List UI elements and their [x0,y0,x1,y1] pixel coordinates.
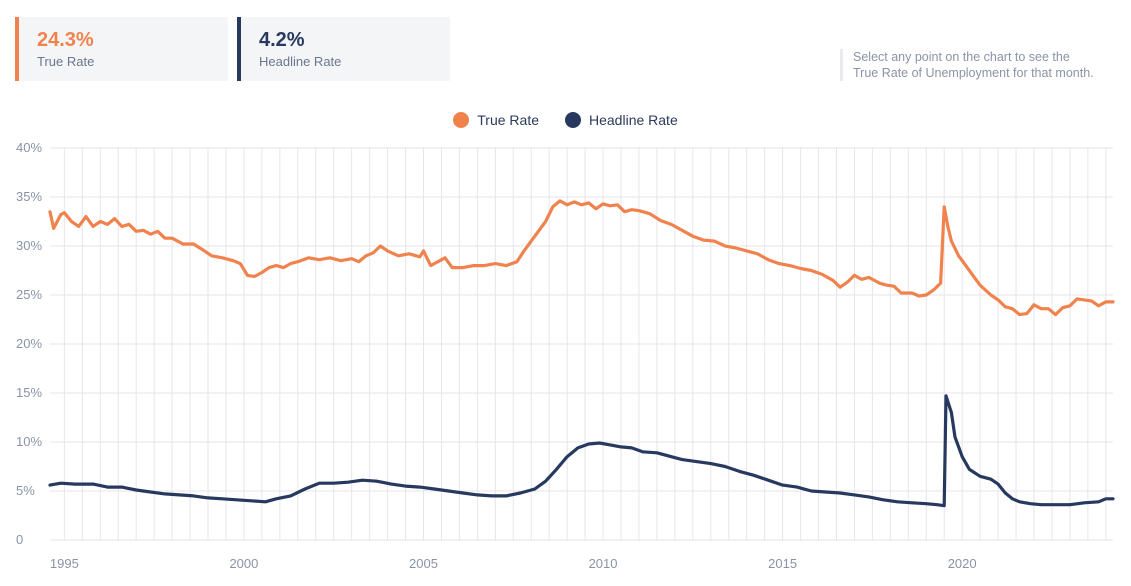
headline-rate-series-line[interactable] [48,394,1115,508]
true-rate-value: 24.3% [37,29,94,51]
chart-legend: True Rate Headline Rate [0,112,1131,128]
headline-rate-accent-bar [237,17,241,81]
chart-hint-line-1: Select any point on the chart to see the [853,50,1070,64]
legend-label-true-rate: True Rate [477,112,539,128]
true-rate-card: 24.3% True Rate [15,17,228,81]
y-tick-label: 10% [16,434,42,449]
legend-label-headline-rate: Headline Rate [589,112,678,128]
chart-hint: Select any point on the chart to see the… [840,49,1125,81]
y-tick-label: 5% [16,483,35,498]
true-rate-label: True Rate [37,54,95,69]
chart-hint-line-2: True Rate of Unemployment for that month… [853,66,1094,80]
y-tick-label: 0 [16,532,23,547]
true-rate-series-line[interactable] [48,199,1115,317]
headline-rate-value: 4.2% [259,29,305,51]
x-tick-label: 2010 [589,556,618,571]
legend-item-headline-rate[interactable]: Headline Rate [565,112,678,128]
headline-rate-dot-icon [565,112,581,128]
y-tick-label: 15% [16,385,42,400]
y-tick-label: 25% [16,287,42,302]
y-tick-label: 20% [16,336,42,351]
true-rate-dot-icon [453,112,470,128]
y-tick-label: 30% [16,238,42,253]
legend-item-true-rate[interactable]: True Rate [453,112,539,128]
headline-rate-label: Headline Rate [259,54,342,69]
x-tick-label: 2005 [409,556,438,571]
true-rate-accent-bar [15,17,19,81]
x-tick-label: 1995 [50,556,79,571]
x-tick-label: 2000 [229,556,258,571]
headline-rate-card: 4.2% Headline Rate [237,17,450,81]
x-tick-label: 2020 [948,556,977,571]
y-tick-label: 35% [16,189,42,204]
x-tick-label: 2015 [768,556,797,571]
y-tick-label: 40% [16,140,42,155]
